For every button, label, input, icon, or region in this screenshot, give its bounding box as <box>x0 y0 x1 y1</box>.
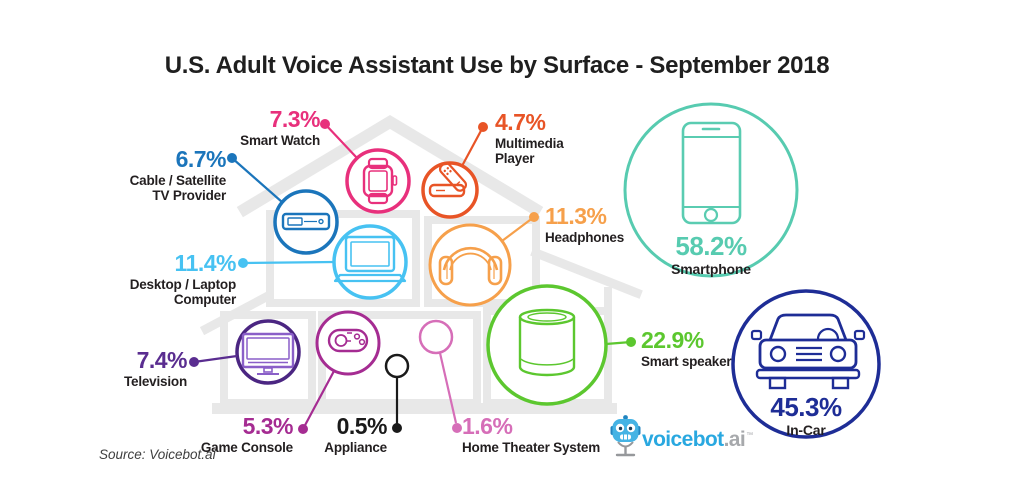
voicebot-logo: voicebot .ai ™ <box>642 428 753 452</box>
television-label: Television <box>123 374 187 390</box>
television-icon <box>241 332 295 375</box>
smartphone-label: Smartphone <box>671 261 751 278</box>
connectors <box>189 119 636 434</box>
game-console-percent: 5.3% <box>242 413 294 439</box>
home-theater-percent: 1.6% <box>462 413 513 439</box>
laptop-icon <box>333 235 407 283</box>
voicebot-logo-suffix: .ai <box>723 428 746 451</box>
label-multimedia-player: 4.7% Multimedia Player <box>495 110 575 167</box>
smartphone-icon <box>681 121 742 225</box>
smartphone-percent: 58.2% <box>675 231 747 261</box>
smart-watch-label: Smart Watch <box>240 133 320 149</box>
label-smartphone: 58.2% Smartphone <box>631 231 791 278</box>
in-car-percent: 45.3% <box>770 392 842 422</box>
smart-speaker-connector <box>605 337 636 347</box>
smart-speaker-circle <box>486 284 608 406</box>
label-smart-speaker: 22.9% Smart speaker <box>641 328 751 370</box>
smart-speaker-label: Smart speaker <box>641 354 732 370</box>
home-theater-label: Home Theater System <box>462 440 601 456</box>
smart-watch-percent: 7.3% <box>269 106 321 132</box>
cable-satellite-label: Cable / Satellite TV Provider <box>129 173 227 203</box>
appliance-connector <box>392 377 402 433</box>
label-smart-watch: 7.3% Smart Watch <box>190 107 320 149</box>
appliance-percent: 0.5% <box>336 413 388 439</box>
smart-watch-icon <box>362 157 398 205</box>
game-controller-icon <box>327 328 369 353</box>
voicebot-logo-tm: ™ <box>746 432 754 439</box>
multimedia-player-percent: 4.7% <box>495 109 546 135</box>
label-desktop-laptop: 11.4% Desktop / Laptop Computer <box>124 250 237 308</box>
label-television: 7.4% Television <box>77 347 188 390</box>
cable-satellite-percent: 6.7% <box>175 146 227 172</box>
car-icon <box>750 313 866 390</box>
cable-box-icon <box>281 212 331 231</box>
headphones-label: Headphones <box>545 230 625 246</box>
headphones-percent: 11.3% <box>545 203 607 229</box>
voicebot-logo-brand: voicebot <box>642 428 724 451</box>
label-headphones: 11.3% Headphones <box>545 204 655 246</box>
source-note: Source: Voicebot.ai <box>99 447 216 462</box>
label-in-car: 45.3% In-Car <box>726 392 886 439</box>
multimedia-player-connector <box>461 122 488 167</box>
multimedia-player-label: Multimedia Player <box>495 136 564 166</box>
label-home-theater: 1.6% Home Theater System <box>462 414 612 456</box>
desktop-laptop-percent: 11.4% <box>174 250 237 276</box>
cable-box-connector <box>227 153 283 203</box>
smartphone-circle <box>623 102 799 278</box>
voicebot-logo-icon <box>610 415 641 457</box>
headphones-connector <box>501 212 539 242</box>
game-console-label: Game Console <box>200 440 293 456</box>
headphones-icon <box>438 246 503 286</box>
label-game-console: 5.3% Game Console <box>183 413 294 456</box>
smart-watch-circle <box>345 148 411 214</box>
headphones-circle <box>428 223 512 307</box>
label-appliance: 0.5% Appliance <box>297 414 387 456</box>
television-percent: 7.4% <box>136 347 188 373</box>
smart-speaker-percent: 22.9% <box>641 327 704 353</box>
label-cable-satellite: 6.7% Cable / Satellite TV Provider <box>114 146 227 204</box>
desktop-laptop-label: Desktop / Laptop Computer <box>129 277 237 307</box>
in-car-label: In-Car <box>786 422 826 439</box>
appliance-label: Appliance <box>324 440 387 456</box>
home-theater-connector <box>438 352 462 433</box>
smart-speaker-icon <box>518 308 576 377</box>
game-console-connector <box>298 370 335 434</box>
television-connector <box>189 354 238 367</box>
game-console-circle <box>315 310 381 376</box>
multimedia-player-circle <box>421 161 479 219</box>
multimedia-player-icon <box>428 162 468 198</box>
home-theater-ring-icon <box>418 319 454 355</box>
appliance-ring-icon <box>384 353 410 379</box>
chart-title: U.S. Adult Voice Assistant Use by Surfac… <box>164 52 830 79</box>
laptop-connector <box>238 258 335 268</box>
smart-watch-connector <box>320 119 358 159</box>
